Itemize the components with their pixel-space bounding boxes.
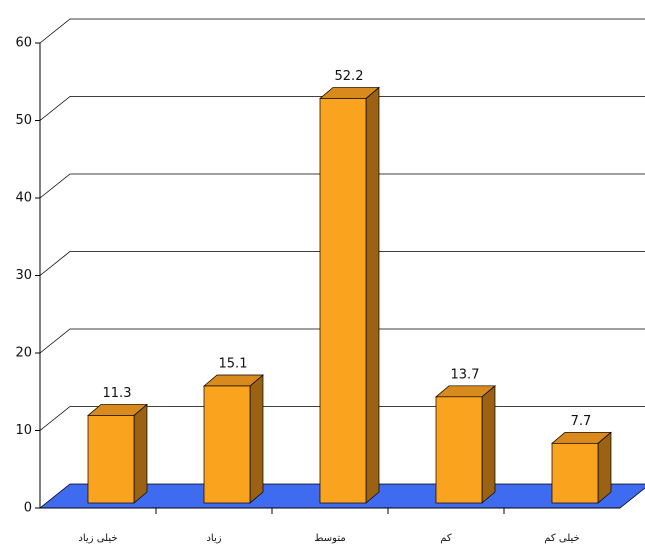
bar-side [597, 431, 612, 504]
bar [87, 415, 135, 504]
bar-side [133, 403, 148, 504]
y-tick-label: 50 [15, 113, 32, 128]
bar [319, 98, 367, 504]
y-tick-label: 0 [24, 501, 32, 516]
x-tick-label: خیلی کم [544, 533, 579, 544]
value-label: 15.1 [219, 356, 248, 371]
y-tick-label: 20 [15, 346, 32, 361]
bar-side [365, 86, 380, 504]
value-label: 13.7 [451, 367, 480, 382]
x-tick-label: زیاد [206, 533, 221, 544]
bar [435, 396, 483, 504]
bar [551, 442, 599, 504]
grid-line [39, 96, 645, 121]
x-tick-label: متوسط [314, 533, 345, 544]
bar [203, 385, 251, 504]
value-label: 11.3 [103, 386, 132, 401]
bar-side [481, 385, 496, 504]
grid-line [39, 18, 645, 44]
value-label: 7.7 [571, 414, 592, 429]
y-tick-label: 60 [15, 36, 32, 51]
y-tick-label: 30 [15, 268, 32, 283]
x-tick-label: کم [440, 533, 452, 544]
bar-side [249, 374, 264, 504]
grid-line [39, 173, 645, 199]
value-label: 52.2 [335, 69, 364, 84]
grid-line [39, 328, 645, 354]
y-tick-label: 40 [15, 191, 32, 206]
y-tick-label: 10 [15, 423, 32, 438]
grid-line [39, 251, 645, 276]
x-tick-label: خیلی زیاد [78, 533, 117, 544]
